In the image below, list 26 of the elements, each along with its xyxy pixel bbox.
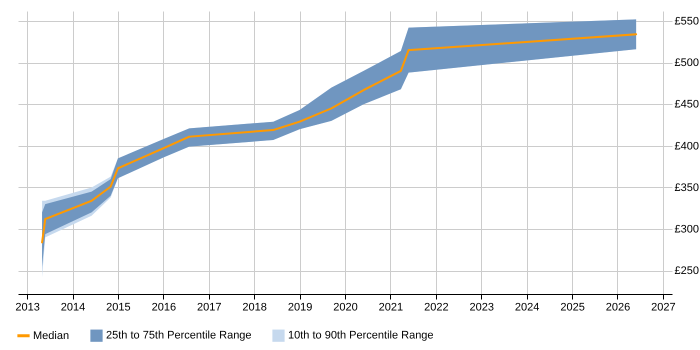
y-tick-label: £500 (674, 57, 699, 70)
x-tick-label: 2020 (333, 302, 358, 314)
x-tick-label: 2019 (288, 302, 312, 314)
x-tick-label: 2024 (514, 302, 540, 314)
x-tick-label: 2016 (152, 302, 176, 314)
x-tick-label: 2015 (106, 302, 131, 314)
y-tick-label: £300 (674, 224, 699, 236)
x-tick-label: 2021 (378, 302, 404, 314)
legend-label: Median (33, 330, 70, 342)
y-tick-label: £400 (674, 140, 699, 152)
x-tick-label: 2017 (197, 302, 222, 314)
legend-label: 25th to 75th Percentile Range (106, 330, 252, 342)
x-tick-label: 2022 (424, 302, 449, 314)
legend-label: 10th to 90th Percentile Range (288, 330, 434, 342)
line-series (41, 33, 638, 244)
x-tick-label: 2014 (60, 302, 86, 314)
y-tick-label: £450 (674, 98, 699, 111)
y-tick-label: £550 (674, 15, 699, 28)
x-tick-label: 2023 (470, 302, 494, 314)
x-tick-label: 2025 (560, 302, 585, 314)
x-tick-label: 2027 (651, 302, 676, 314)
x-tick-label: 2026 (606, 302, 630, 314)
y-tick-label: £250 (674, 265, 699, 278)
x-tick-label: 2013 (15, 302, 40, 314)
x-tick-label: 2018 (242, 302, 267, 314)
y-tick-label: £350 (674, 182, 699, 194)
